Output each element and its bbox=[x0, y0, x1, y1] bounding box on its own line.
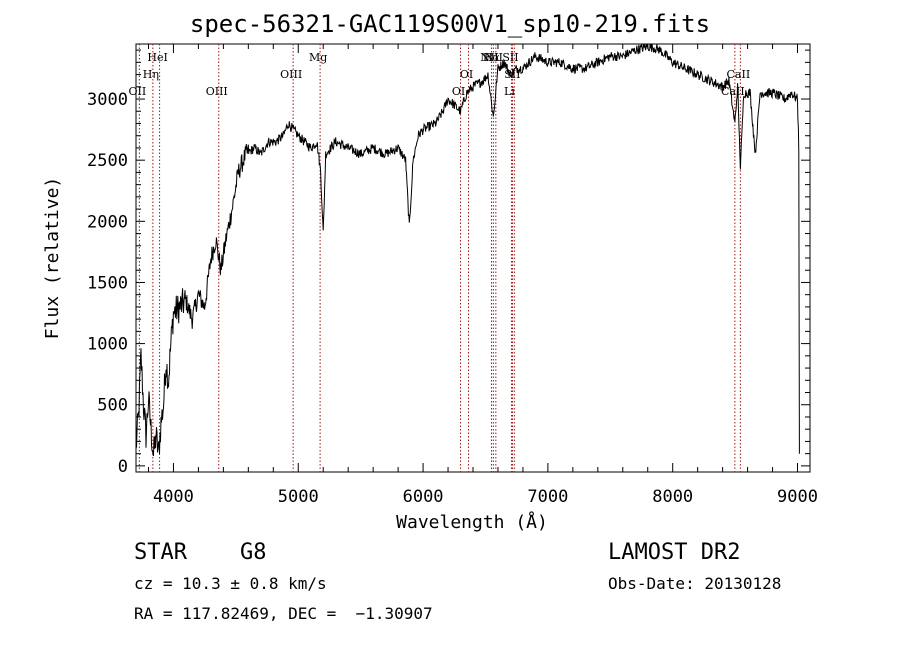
survey-name: LAMOST DR2 bbox=[608, 540, 741, 565]
subclass: G8 bbox=[240, 540, 267, 565]
coordinates: RA = 117.82469, DEC = −1.30907 bbox=[134, 604, 433, 623]
y-axis-ticks: 0 500 1000 1500 2000 2500 3000 bbox=[87, 49, 810, 477]
x-tick-label: 4000 bbox=[153, 487, 194, 507]
line-marker-label: SII bbox=[502, 51, 518, 64]
line-marker-label: CaII bbox=[721, 85, 745, 98]
x-tick-label: 8000 bbox=[652, 487, 693, 507]
x-axis-label: Wavelength (Å) bbox=[396, 511, 548, 533]
y-tick-label: 500 bbox=[97, 396, 128, 416]
obs-date: Obs-Date: 20130128 bbox=[608, 574, 782, 593]
y-tick-label: 2500 bbox=[87, 151, 128, 171]
line-marker-label: HeI bbox=[147, 51, 167, 64]
line-marker-label: OI bbox=[452, 85, 465, 98]
y-tick-label: 3000 bbox=[87, 90, 128, 110]
redshift-text: cz = 10.3 ± 0.8 km/s bbox=[134, 574, 327, 593]
x-axis-ticks: 4000 5000 6000 7000 8000 9000 bbox=[147, 44, 818, 507]
line-marker-label: Hα bbox=[483, 51, 501, 64]
x-tick-label: 5000 bbox=[278, 487, 319, 507]
spectrum-series bbox=[135, 43, 800, 457]
spectrum-line bbox=[135, 43, 800, 457]
y-tick-label: 0 bbox=[118, 457, 128, 477]
line-marker-label: Mg bbox=[309, 51, 327, 64]
line-marker-label: CaII bbox=[727, 68, 751, 81]
y-tick-label: 1000 bbox=[87, 335, 128, 355]
line-marker-label: NII bbox=[480, 51, 498, 64]
x-tick-label: 7000 bbox=[527, 487, 568, 507]
y-tick-label: 1500 bbox=[87, 273, 128, 293]
line-marker-label: OI bbox=[460, 68, 473, 81]
line-marker-label: OII bbox=[129, 85, 147, 98]
plot-frame bbox=[135, 43, 811, 473]
line-marker-label: Li bbox=[504, 85, 515, 98]
line-marker-label: OIII bbox=[280, 68, 302, 81]
chart-title: spec-56321-GAC119S00V1_sp10-219.fits bbox=[189, 10, 711, 38]
line-marker-label: NII bbox=[485, 51, 503, 64]
line-marker-label: OIII bbox=[206, 85, 228, 98]
x-tick-label: 9000 bbox=[777, 487, 818, 507]
line-marker-label: Hη bbox=[143, 68, 159, 81]
y-axis-label: Flux (relative) bbox=[42, 177, 63, 340]
x-tick-label: 6000 bbox=[403, 487, 444, 507]
object-type: STAR bbox=[134, 540, 187, 565]
y-tick-label: 2000 bbox=[87, 212, 128, 232]
